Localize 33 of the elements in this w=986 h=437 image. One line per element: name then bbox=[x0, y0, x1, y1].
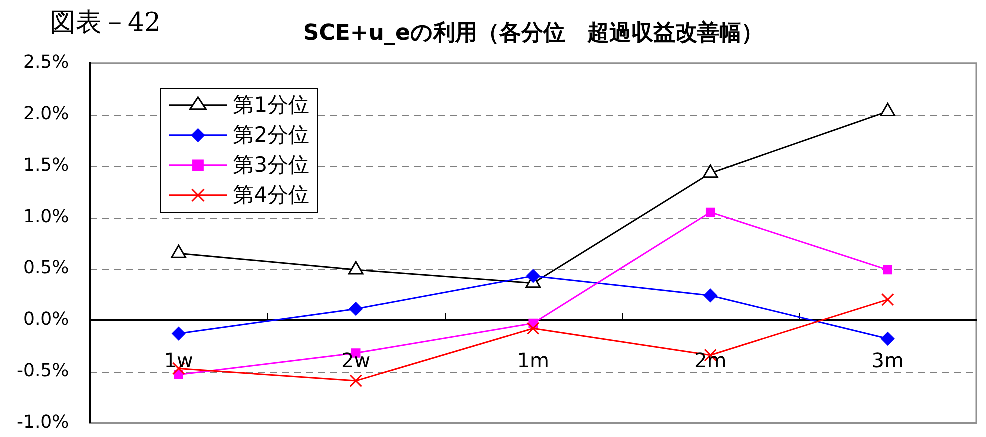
y-tick-label: -1.0% bbox=[16, 412, 70, 433]
x-tick-label: 3m bbox=[872, 348, 904, 373]
point bbox=[172, 327, 186, 341]
legend-label: 第4分位 bbox=[233, 182, 310, 207]
point bbox=[880, 102, 896, 116]
point bbox=[526, 269, 540, 283]
x-tick-label: 2m bbox=[694, 348, 727, 373]
point bbox=[883, 265, 893, 275]
chart-title: SCE+u_eの利用（各分位 超過収益改善幅） bbox=[303, 20, 764, 46]
y-tick-label: 2.5% bbox=[23, 52, 70, 74]
point bbox=[526, 322, 540, 336]
y-tick-label: 0.0% bbox=[23, 309, 70, 330]
y-tick-label: -0.5% bbox=[16, 360, 70, 382]
point bbox=[348, 261, 364, 275]
legend-label: 第1分位 bbox=[233, 92, 310, 117]
point bbox=[171, 244, 187, 258]
point bbox=[350, 374, 363, 388]
x-tick-label: 1w bbox=[164, 348, 194, 373]
y-tick-label: 0.5% bbox=[23, 258, 70, 279]
point bbox=[881, 332, 895, 346]
y-tick-label: 1.0% bbox=[23, 206, 70, 228]
x-tick-label: 1m bbox=[517, 348, 550, 373]
y-tick-label: 1.5% bbox=[23, 154, 70, 176]
point bbox=[349, 302, 363, 316]
x-tick-label: 2w bbox=[342, 348, 371, 373]
text: 図表－42 bbox=[50, 8, 162, 38]
legend-label: 第2分位 bbox=[233, 122, 310, 147]
y-tick-label: 2.0% bbox=[23, 103, 70, 124]
point bbox=[881, 293, 894, 306]
point bbox=[704, 288, 718, 302]
point bbox=[702, 164, 718, 178]
point bbox=[706, 208, 716, 218]
legend-label: 第3分位 bbox=[233, 152, 310, 177]
